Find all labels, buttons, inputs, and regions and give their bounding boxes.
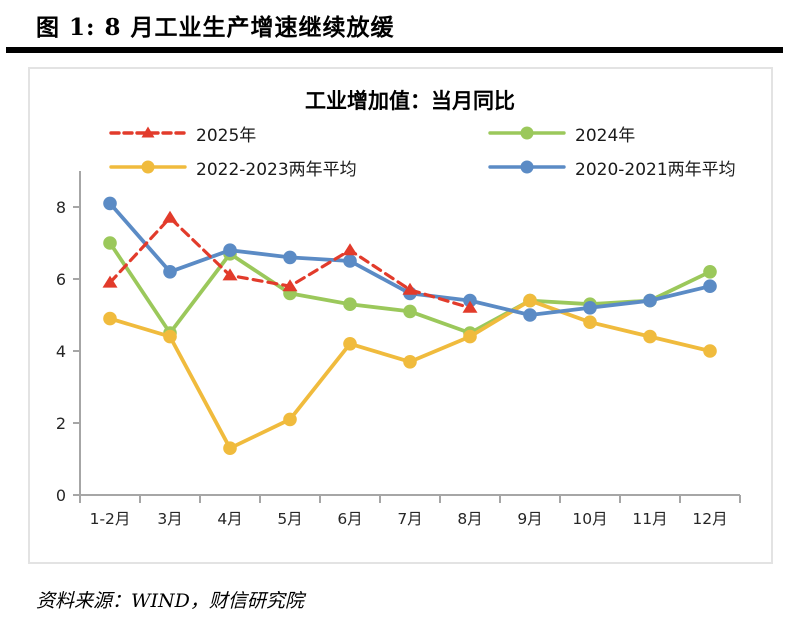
x-axis-label: 5月 bbox=[277, 510, 302, 528]
data-point-circle bbox=[283, 412, 297, 427]
data-point-circle bbox=[703, 279, 717, 293]
data-point-circle bbox=[343, 254, 357, 268]
x-axis-label: 6月 bbox=[337, 510, 362, 528]
legend-label: 2022-2023两年平均 bbox=[196, 159, 357, 180]
series-line bbox=[108, 298, 712, 451]
data-point-circle bbox=[343, 337, 357, 351]
title-underline bbox=[6, 47, 783, 53]
data-point-circle bbox=[523, 308, 537, 322]
data-point-triangle bbox=[342, 243, 358, 256]
legend-label: 2024年 bbox=[575, 125, 636, 146]
data-point-circle bbox=[583, 315, 597, 329]
series-4 bbox=[103, 196, 717, 322]
x-axis-label: 12月 bbox=[692, 510, 727, 528]
data-point-circle bbox=[403, 304, 417, 319]
data-point-circle bbox=[223, 243, 237, 257]
x-axis-label: 3月 bbox=[157, 510, 182, 528]
data-point-triangle bbox=[222, 268, 238, 281]
data-point-circle bbox=[163, 329, 177, 344]
chart-legend: 2025年 2024年 2022-2023两年平均 2020-2021两年平均 bbox=[30, 69, 771, 189]
data-point-triangle bbox=[462, 300, 478, 313]
chart-panel: 工业增加值：当月同比 2025年 2024年 2022-2023两年平均 2020-2… bbox=[28, 67, 773, 564]
legend-swatch-triangle-icon bbox=[109, 126, 187, 138]
y-axis-label: 4 bbox=[56, 342, 66, 361]
data-point-circle bbox=[643, 329, 657, 344]
data-point-circle bbox=[583, 301, 597, 315]
data-point-circle bbox=[463, 293, 477, 308]
series-3 bbox=[103, 293, 717, 456]
data-point-circle bbox=[643, 293, 657, 308]
data-point-triangle bbox=[162, 210, 178, 223]
data-point-circle bbox=[523, 293, 537, 308]
data-point-circle bbox=[163, 265, 177, 279]
x-axis-label: 9月 bbox=[517, 510, 542, 528]
data-point-circle bbox=[223, 441, 237, 456]
legend-label: 2025年 bbox=[196, 125, 257, 146]
x-axis-label: 10月 bbox=[572, 510, 607, 528]
data-point-circle bbox=[103, 311, 117, 326]
data-point-circle bbox=[283, 250, 297, 265]
series-1 bbox=[102, 210, 478, 313]
legend-label: 2020-2021两年平均 bbox=[575, 159, 736, 180]
x-axis-label: 8月 bbox=[457, 510, 482, 528]
data-point-circle bbox=[103, 196, 117, 211]
data-point-circle bbox=[403, 355, 417, 369]
data-point-circle bbox=[103, 236, 117, 250]
source-note: 资料来源：WIND，财信研究院 bbox=[36, 590, 304, 612]
x-axis-label: 11月 bbox=[632, 510, 667, 528]
data-point-circle bbox=[463, 329, 477, 344]
x-axis-label: 7月 bbox=[397, 510, 422, 528]
legend-item: 2020-2021两年平均 bbox=[488, 157, 736, 180]
line-chart: 0 2 4 6 8 1-2月 3月 4月 5月 6月 7月 8月 9月 10月 11月 12月 bbox=[56, 171, 741, 528]
legend-item: 2025年 bbox=[109, 123, 257, 146]
y-axis-label: 2 bbox=[56, 414, 66, 433]
chart-title: 工业增加值：当月同比 bbox=[305, 89, 515, 113]
legend-item: 2024年 bbox=[488, 123, 636, 146]
y-axis-label: 8 bbox=[56, 198, 66, 217]
data-point-triangle bbox=[282, 279, 298, 292]
legend-swatch-circle-icon bbox=[109, 160, 187, 174]
x-axis-label: 4月 bbox=[217, 510, 242, 528]
y-axis-label: 0 bbox=[56, 486, 66, 505]
data-point-triangle bbox=[102, 275, 118, 288]
legend-swatch-circle-icon bbox=[488, 126, 566, 140]
data-point-circle bbox=[343, 297, 357, 311]
y-axis-label: 6 bbox=[56, 270, 66, 289]
x-axis-label: 1-2月 bbox=[90, 510, 131, 528]
figure-title: 图 1: 8 月工业生产增速继续放缓 bbox=[36, 14, 395, 41]
data-point-triangle bbox=[402, 282, 418, 295]
data-point-circle bbox=[703, 265, 717, 279]
data-point-circle bbox=[703, 344, 717, 358]
legend-item: 2022-2023两年平均 bbox=[109, 157, 357, 180]
legend-swatch-circle-icon bbox=[488, 160, 566, 174]
